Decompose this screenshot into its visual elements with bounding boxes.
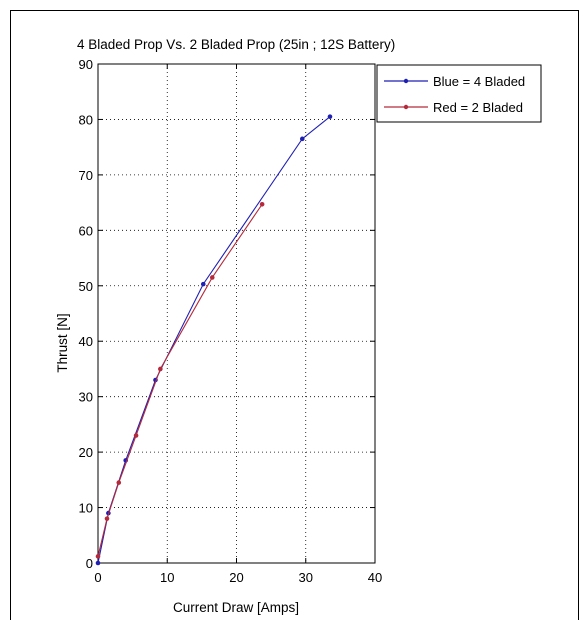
- y-tick-label: 40: [79, 334, 93, 349]
- y-tick-label: 50: [79, 279, 93, 294]
- y-tick-label: 30: [79, 390, 93, 405]
- axis-ticks: 0 10 20 30 40 0 10 20 30 40 50 60 70 80 90: [79, 57, 383, 585]
- data-point-series-1: [259, 201, 265, 207]
- x-tick-label: 10: [160, 570, 174, 585]
- x-tick-label: 40: [368, 570, 382, 585]
- x-axis-label: Current Draw [Amps]: [173, 600, 299, 615]
- y-tick-label: 80: [79, 112, 93, 127]
- legend-marker-4-bladed: [403, 78, 409, 84]
- chart-title: 4 Bladed Prop Vs. 2 Bladed Prop (25in ; …: [77, 37, 395, 52]
- data-point-series-0: [95, 560, 101, 566]
- legend-label-2-bladed: Red = 2 Bladed: [433, 100, 523, 115]
- y-tick-label: 90: [79, 57, 93, 72]
- series-line-0: [97, 116, 331, 564]
- grid: [98, 64, 375, 563]
- data-point-series-1: [158, 366, 163, 372]
- y-tick-label: 0: [86, 556, 93, 571]
- y-axis-label: Thrust [N]: [55, 313, 70, 372]
- x-tick-label: 30: [299, 570, 313, 585]
- y-tick-label: 10: [79, 501, 93, 516]
- x-tick-label: 0: [94, 570, 101, 585]
- legend-marker-2-bladed: [403, 104, 409, 110]
- legend: Blue = 4 Bladed Red = 2 Bladed: [376, 64, 542, 123]
- y-tick-label: 70: [79, 168, 93, 183]
- data-point-series-1: [95, 554, 101, 559]
- data-point-series-0: [299, 136, 305, 142]
- legend-label-4-bladed: Blue = 4 Bladed: [433, 74, 525, 89]
- x-tick-label: 20: [229, 570, 243, 585]
- data-point-series-0: [327, 114, 333, 119]
- y-tick-label: 60: [79, 223, 93, 238]
- data-point-series-1: [104, 516, 110, 521]
- legend-box: [376, 64, 542, 123]
- data-point-series-0: [200, 281, 206, 287]
- series-layer: [95, 114, 333, 566]
- series-line-1: [97, 203, 263, 557]
- data-point-series-1: [133, 433, 139, 438]
- data-point-series-1: [209, 275, 215, 280]
- data-point-series-1: [116, 480, 122, 485]
- y-tick-label: 20: [79, 445, 93, 460]
